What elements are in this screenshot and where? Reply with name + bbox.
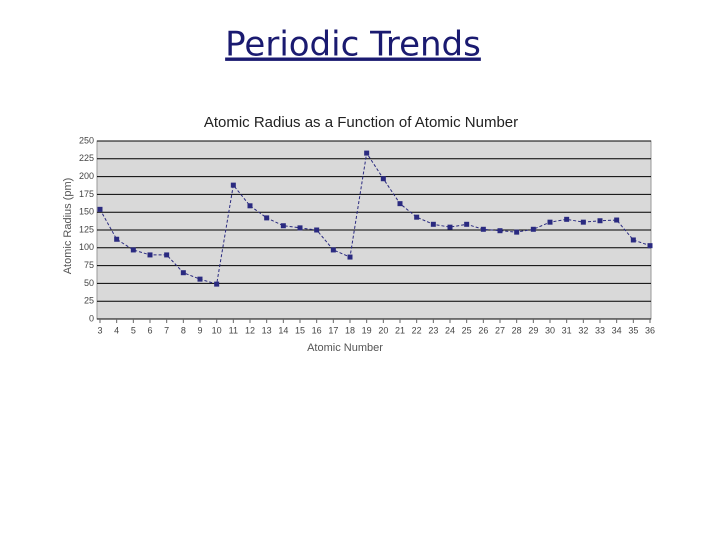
x-tick-label: 30 — [545, 325, 555, 335]
x-tick-label: 13 — [262, 325, 272, 335]
data-point — [614, 217, 620, 223]
x-tick-label: 20 — [378, 325, 388, 335]
data-point — [214, 281, 220, 287]
y-tick-label: 250 — [79, 135, 94, 145]
x-tick-label: 11 — [229, 325, 238, 335]
data-point — [530, 226, 536, 232]
x-tick-label: 32 — [578, 325, 588, 335]
y-tick-label: 200 — [79, 171, 94, 181]
x-tick-label: 29 — [528, 325, 538, 335]
y-axis-title: Atomic Radius (pm) — [62, 178, 74, 275]
x-tick-label: 9 — [197, 325, 202, 335]
x-tick-label: 6 — [147, 325, 152, 335]
data-point — [197, 276, 203, 282]
x-tick-label: 18 — [345, 325, 355, 335]
data-point — [347, 254, 353, 260]
y-tick-label: 50 — [84, 278, 94, 288]
x-tick-label: 23 — [428, 325, 438, 335]
data-point — [514, 229, 520, 235]
y-tick-label: 100 — [79, 242, 94, 252]
x-tick-label: 14 — [278, 325, 288, 335]
data-point — [497, 228, 503, 234]
data-point — [230, 182, 236, 188]
x-tick-label: 16 — [312, 325, 322, 335]
data-point — [364, 150, 370, 156]
data-point — [647, 243, 653, 249]
data-point — [314, 227, 320, 233]
chart-title: Atomic Radius as a Function of Atomic Nu… — [204, 114, 518, 131]
data-point — [380, 176, 386, 182]
data-point — [330, 247, 336, 253]
x-tick-label: 5 — [131, 325, 136, 335]
x-tick-label: 17 — [328, 325, 338, 335]
data-point — [164, 252, 170, 258]
data-point — [97, 206, 103, 212]
x-tick-label: 25 — [462, 325, 472, 335]
data-point — [280, 223, 286, 229]
data-point — [147, 252, 153, 258]
data-point — [464, 221, 470, 227]
data-point — [130, 247, 136, 253]
data-point — [264, 215, 270, 221]
x-tick-label: 26 — [478, 325, 488, 335]
x-tick-label: 27 — [495, 325, 505, 335]
y-tick-label: 125 — [79, 224, 94, 234]
data-point — [414, 214, 420, 220]
data-point — [114, 236, 120, 242]
x-tick-label: 28 — [512, 325, 522, 335]
x-tick-label: 22 — [412, 325, 422, 335]
data-line — [99, 151, 651, 285]
x-tick-label: 24 — [445, 325, 455, 335]
y-tick-label: 175 — [79, 189, 94, 199]
data-point — [547, 219, 553, 225]
x-tick-label: 21 — [395, 325, 405, 335]
x-tick-label: 35 — [628, 325, 638, 335]
data-point — [430, 221, 436, 227]
y-tick-label: 150 — [79, 207, 94, 217]
x-tick-label: 33 — [595, 325, 605, 335]
y-tick-label: 75 — [84, 260, 94, 270]
y-tick-label: 0 — [89, 313, 94, 323]
x-tick-label: 4 — [114, 325, 119, 335]
page-title: Periodic Trends — [225, 25, 481, 65]
y-tick-label: 225 — [79, 153, 94, 163]
x-tick-label: 10 — [212, 325, 222, 335]
data-point — [447, 224, 453, 230]
data-point — [297, 225, 303, 231]
x-tick-label: 7 — [164, 325, 169, 335]
data-point — [180, 270, 186, 276]
x-tick-label: 34 — [612, 325, 622, 335]
x-tick-label: 31 — [562, 325, 572, 335]
data-point — [480, 226, 486, 232]
data-point — [397, 201, 403, 207]
y-tick-label: 25 — [84, 296, 94, 306]
x-tick-label: 15 — [295, 325, 305, 335]
data-point — [597, 218, 603, 224]
x-tick-label: 12 — [245, 325, 255, 335]
data-point — [247, 203, 253, 209]
x-axis-title: Atomic Number — [307, 342, 383, 354]
data-point — [564, 216, 570, 222]
x-tick-label: 8 — [181, 325, 186, 335]
data-point — [580, 219, 586, 225]
x-tick-label: 3 — [97, 325, 102, 335]
x-tick-label: 36 — [645, 325, 655, 335]
x-tick-label: 19 — [362, 325, 372, 335]
data-point — [630, 237, 636, 243]
